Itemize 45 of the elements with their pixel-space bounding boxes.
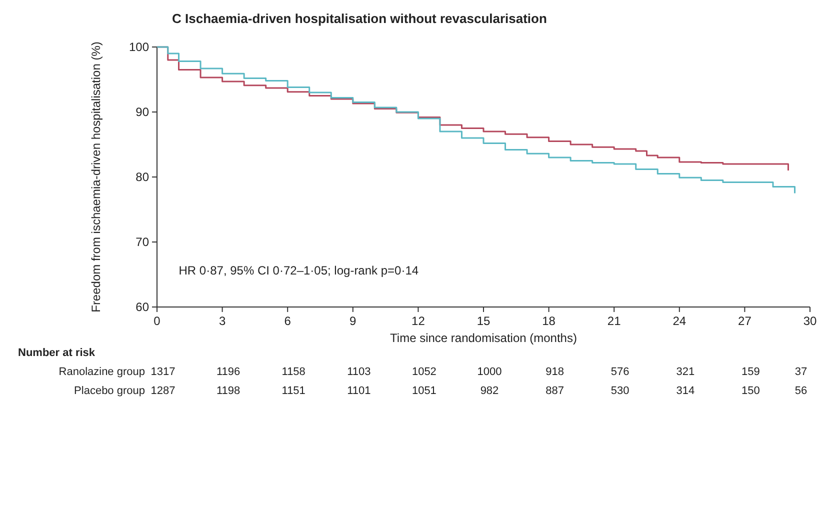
text: 1101: [347, 385, 371, 397]
y-tick-label: 60: [136, 300, 150, 314]
text: 1151: [282, 385, 306, 397]
text: 1287: [150, 385, 176, 397]
text: 530: [610, 385, 630, 397]
x-tick-label: 12: [412, 314, 426, 328]
x-tick-label: 27: [738, 314, 752, 328]
x-tick-label: 9: [350, 314, 357, 328]
text: 1158: [282, 366, 306, 378]
x-tick-label: 18: [542, 314, 556, 328]
y-tick-label: 70: [136, 235, 150, 250]
annotation: HR 0·87, 95% CI 0·72–1·05; log-rank p=0·14: [178, 264, 419, 278]
chart-title: C Ischaemia-driven hospitalisation without revascularisation: [172, 11, 547, 26]
y-tick-label: 80: [136, 170, 150, 184]
text: 1317: [150, 366, 176, 378]
text: 37: [794, 366, 808, 378]
text: 150: [742, 385, 760, 397]
y-axis-title: Freedom from ischaemia-driven hospitalisation (%): [89, 42, 103, 312]
text: 1051: [412, 385, 436, 397]
text: 918: [546, 366, 564, 378]
text: Ranolazine group: [58, 366, 145, 378]
text: 56: [794, 385, 808, 397]
text: 982: [480, 385, 499, 397]
text: 159: [742, 366, 760, 378]
x-tick-label: 30: [803, 314, 817, 328]
text: Placebo group: [74, 385, 145, 397]
text: 1000: [477, 366, 502, 378]
x-axis-title: Time since randomisation (months): [390, 331, 577, 345]
x-tick-label: 0: [154, 314, 161, 328]
x-tick-label: 24: [672, 314, 686, 328]
text: 576: [610, 366, 630, 378]
y-tick-label: 100: [128, 40, 150, 54]
x-tick-label: 15: [476, 314, 490, 328]
text: Number at risk: [18, 347, 96, 359]
text: 1198: [216, 385, 240, 397]
x-tick-label: 6: [284, 314, 292, 328]
text: 314: [676, 385, 695, 397]
text: 887: [546, 385, 564, 397]
text: 321: [676, 366, 695, 378]
x-tick-label: 21: [607, 314, 622, 328]
x-tick-label: 3: [218, 314, 226, 328]
text: 1196: [216, 366, 240, 378]
text: 1052: [412, 366, 436, 378]
y-tick-label: 90: [136, 105, 150, 120]
text: 1103: [347, 366, 371, 378]
